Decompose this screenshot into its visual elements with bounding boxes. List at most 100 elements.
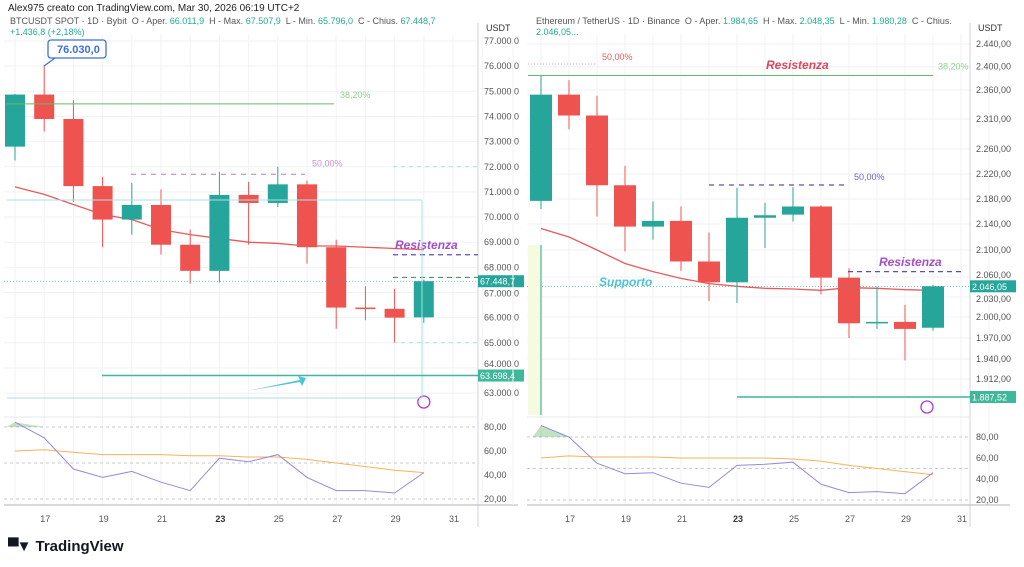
rsi-line [14,421,425,494]
candle-body [5,94,25,147]
candle-body [810,206,832,278]
candle-body [121,204,142,220]
candle-body [180,244,201,271]
time-axis-tick: 21 [677,514,687,524]
low-value: 65.796,0 [317,16,353,26]
high-callout-pointer [43,57,56,67]
candle-body [698,261,720,283]
open-label: O - Aper. [131,16,168,26]
alert-icon [920,400,934,414]
price-axis-tick: 67.000,0 [484,289,519,299]
candle-body [355,307,376,310]
high-value: 2.048,35 [799,16,835,26]
chart-credit: Alex975 creato con TradingView.com, Mar … [8,3,300,14]
support-price-label: 63.698,4 [480,371,515,381]
open-label: O - Aper. [684,16,721,26]
fib-382-label: 38,20% [340,90,371,100]
price-axis-tick: 2.220,00 [976,169,1011,179]
time-axis-tick: 23 [733,514,743,524]
fib-50-label: 50,00% [854,172,885,182]
time-axis-tick: 19 [99,514,109,524]
rsi-axis-tick: 20,00 [976,495,999,505]
candle-body [34,94,55,119]
candle-body [866,321,888,324]
low-value: 1.980,28 [871,16,907,26]
price-axis-tick: 2.360,00 [976,85,1011,95]
high-label: H - Max. [763,16,798,26]
price-axis-tick: 71.000,0 [484,187,519,197]
resistance-label: Resistenza [395,238,458,252]
close-label: C - Chius. [358,16,399,26]
candle-body [670,220,692,262]
candle-body [151,204,171,245]
rsi-axis-tick: 80,00 [976,432,999,442]
candle-body [782,206,804,215]
brand-name: TradingView [35,538,124,555]
eth-symbol[interactable]: Ethereum / TetherUS · 1D · Binance [536,16,680,26]
price-axis-tick: 63.000,0 [484,388,519,398]
resistance-label: Resistenza [879,255,942,269]
rsi-overbought-fill [532,425,569,437]
rsi-axis-tick: 80,00 [484,422,507,432]
time-axis-tick: 29 [391,514,401,524]
trend-arrow [247,376,306,391]
resistance-top-label: Resistenza [766,58,829,72]
candle-body [297,184,317,248]
support-price-badge [970,391,1016,403]
price-axis-tick: 76.000,0 [484,61,519,71]
price-axis-tick: 66.000,0 [484,313,519,323]
open-value: 66.011,9 [169,16,205,26]
close-value: 67.448,7 [400,16,436,26]
support-price-label: 1.887,52 [972,393,1007,403]
time-axis-tick: 21 [157,514,167,524]
candle-body [642,220,664,227]
open-value: 1.984,65 [722,16,759,26]
price-axis-tick: 74.000,0 [484,111,519,121]
eth-legend: Ethereum / TetherUS · 1D · Binance O - A… [536,16,964,38]
time-axis-tick: 23 [215,514,225,524]
price-axis-tick: 2.440,00 [976,39,1011,49]
price-axis-tick: 2.000,00 [976,312,1011,322]
alert-icon [417,395,431,409]
time-axis-tick: 17 [565,514,575,524]
candle-body [726,217,748,283]
btc-currency: USDT [486,23,511,33]
close-label: C - Chius. [911,16,952,26]
candle-body [92,186,113,220]
btc-symbol[interactable]: BTCUSDT SPOT · 1D · Bybit [10,16,127,26]
rsi-axis-tick: 40,00 [484,470,507,480]
candle-body [586,115,608,186]
candle-body [838,277,860,324]
price-axis-tick: 2.060,00 [976,270,1011,280]
candle-body [384,308,405,318]
high-label: H - Max. [209,16,244,26]
last-price-label: 67.448,7 [480,277,515,287]
candle-body [326,247,347,308]
price-axis-tick: 68.000,0 [484,262,519,272]
price-axis-tick: 2.100,00 [976,245,1011,255]
price-axis-tick: 2.140,00 [976,219,1011,229]
time-axis-tick: 27 [332,514,342,524]
price-axis-tick: 65.000,0 [484,338,519,348]
price-axis-tick: 2.310,00 [976,114,1011,124]
last-price-badge [970,280,1016,293]
time-axis-tick: 31 [957,514,967,524]
candle-body [267,184,288,203]
candle-body [63,118,84,187]
tradingview-logo: ▀▼ TradingView [8,538,124,555]
time-axis-tick: 19 [621,514,631,524]
time-axis-tick: 29 [901,514,911,524]
support-zone [528,245,541,415]
price-axis-tick: 2.260,00 [976,144,1011,154]
price-axis-tick: 73.000,0 [484,137,519,147]
rsi-axis-tick: 40,00 [976,474,999,484]
time-axis-tick: 27 [845,514,855,524]
rsi-ma-line [14,449,424,474]
rsi-overbought-fill [6,422,45,427]
price-axis-tick: 2.180,00 [976,194,1011,204]
candle-body [530,94,552,201]
candle-body [413,281,434,318]
high-value: 67.507,9 [245,16,281,26]
candle-body [209,194,230,271]
